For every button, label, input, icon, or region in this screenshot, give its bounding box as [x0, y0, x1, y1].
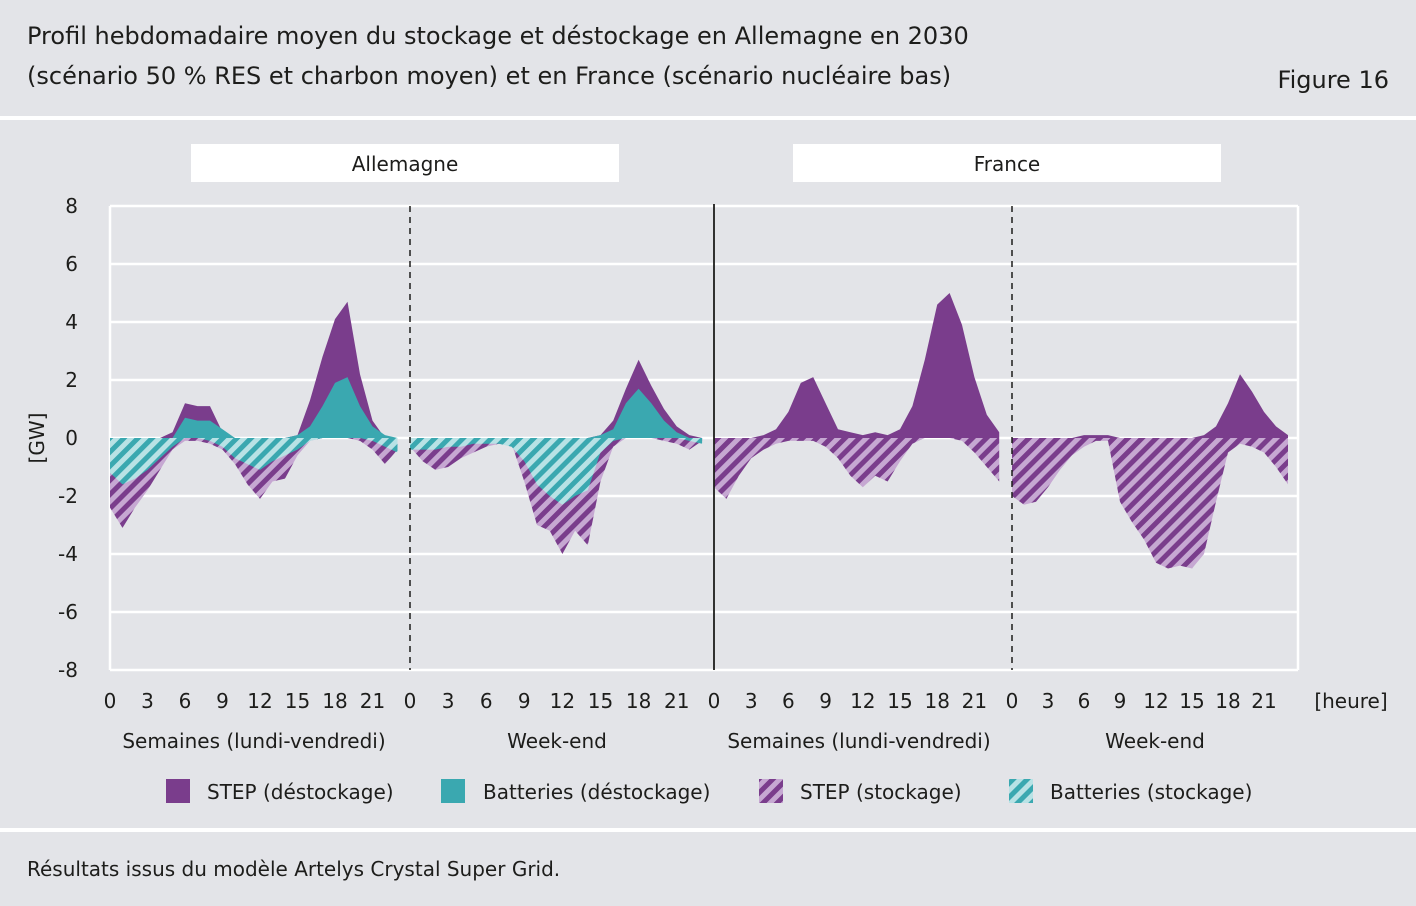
x-tick-label: 3	[442, 689, 455, 713]
x-tick-label: 9	[518, 689, 531, 713]
source-note: Résultats issus du modèle Artelys Crysta…	[27, 857, 561, 881]
x-tick-label: 21	[1251, 689, 1276, 713]
country-label-france: France	[974, 152, 1041, 176]
x-tick-label: 21	[360, 689, 385, 713]
x-tick-label: 6	[782, 689, 795, 713]
period-label-de-week: Semaines (lundi-vendredi)	[122, 729, 385, 753]
period-label-de-weekend: Week-end	[507, 729, 607, 753]
country-label-allemagne: Allemagne	[352, 152, 459, 176]
x-tick-label: 18	[626, 689, 651, 713]
x-tick-label: 12	[550, 689, 575, 713]
y-tick-label: -6	[58, 600, 78, 624]
x-tick-label: 6	[1078, 689, 1091, 713]
x-tick-label: 18	[322, 689, 347, 713]
figure-label: Figure 16	[1277, 66, 1389, 94]
y-tick-label: 4	[65, 310, 78, 334]
x-tick-label: 0	[1006, 689, 1019, 713]
chart-title-line-1: Profil hebdomadaire moyen du stockage et…	[27, 22, 969, 50]
y-tick-label: 8	[65, 194, 78, 218]
x-tick-label: 9	[819, 689, 832, 713]
x-tick-label: 21	[664, 689, 689, 713]
area-fr_week-step-out	[714, 293, 1000, 438]
x-tick-label: 12	[247, 689, 272, 713]
footer-divider	[0, 828, 1416, 832]
y-tick-label: -2	[58, 484, 78, 508]
legend: STEP (déstockage) Batteries (déstockage)…	[166, 779, 1252, 804]
area-de_week-step-in	[110, 438, 398, 528]
x-tick-label: 0	[708, 689, 721, 713]
x-tick-label: 15	[588, 689, 613, 713]
x-tick-label: 9	[216, 689, 229, 713]
x-tick-label: 3	[1042, 689, 1055, 713]
legend-swatch-step-in	[759, 779, 783, 803]
legend-label-bat-in: Batteries (stockage)	[1050, 780, 1252, 804]
chart-title-line-2: (scénario 50 % RES et charbon moyen) et …	[27, 62, 952, 90]
x-tick-label: 18	[1215, 689, 1240, 713]
x-tick-label: 15	[1179, 689, 1204, 713]
x-tick-label: 6	[480, 689, 493, 713]
period-label-fr-week: Semaines (lundi-vendredi)	[727, 729, 990, 753]
area-de_weekend-bat-out	[410, 388, 703, 438]
country-box-france	[793, 144, 1221, 182]
x-tick-label: 3	[141, 689, 154, 713]
header-divider	[0, 116, 1416, 120]
dividers	[409, 204, 1013, 670]
x-tick-label: 6	[179, 689, 192, 713]
x-tick-label: 15	[285, 689, 310, 713]
area-de_weekend-bat-in	[410, 438, 703, 505]
y-tick-label: 0	[65, 426, 78, 450]
x-tick-label: 15	[887, 689, 912, 713]
y-tick-label: -4	[58, 542, 78, 566]
area-de_week-bat-in	[110, 438, 398, 485]
x-tick-label: 21	[962, 689, 987, 713]
area-fr_weekend-step-in	[1012, 438, 1288, 569]
y-tick-label: 2	[65, 368, 78, 392]
data-areas	[110, 293, 1288, 569]
y-axis-label: [GW]	[25, 413, 49, 464]
x-tick-label: 0	[104, 689, 117, 713]
x-tick-label: 9	[1114, 689, 1127, 713]
x-tick-label: 3	[745, 689, 758, 713]
x-tick-label: 12	[850, 689, 875, 713]
y-tick-label: -8	[58, 658, 78, 682]
country-box-allemagne	[191, 144, 619, 182]
legend-label-step-out: STEP (déstockage)	[207, 780, 394, 804]
x-tick-label: 12	[1143, 689, 1168, 713]
legend-label-step-in: STEP (stockage)	[800, 780, 962, 804]
x-axis-unit: [heure]	[1314, 689, 1387, 713]
y-tick-label: 6	[65, 252, 78, 276]
period-label-fr-weekend: Week-end	[1105, 729, 1205, 753]
area-fr_weekend-step-out	[1012, 374, 1288, 438]
area-de_week-bat-out	[110, 377, 398, 438]
area-fr_week-step-in	[714, 438, 1000, 499]
legend-swatch-bat-in	[1009, 779, 1033, 803]
legend-label-bat-out: Batteries (déstockage)	[483, 780, 710, 804]
legend-swatch-bat-out	[441, 779, 465, 803]
x-tick-label: 18	[924, 689, 949, 713]
x-tick-label: 0	[404, 689, 417, 713]
legend-swatch-step-out	[166, 779, 190, 803]
